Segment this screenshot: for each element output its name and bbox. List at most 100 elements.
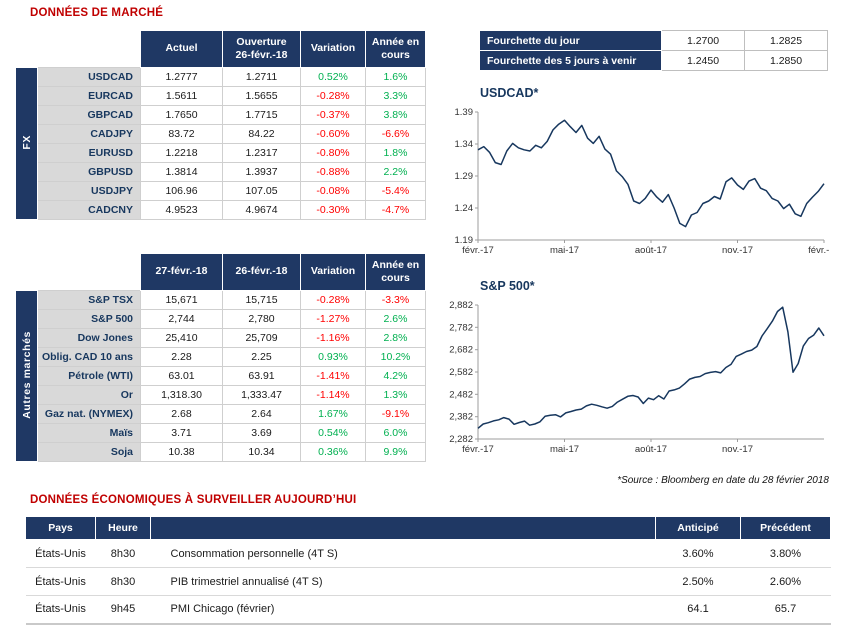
svg-text:nov.-17: nov.-17 [722, 444, 753, 455]
fx-table-body: FX USDCAD 1.2777 1.2711 0.52% 1.6% EURCAD 1.561… [15, 67, 426, 220]
cell-actual: 25,410 [140, 328, 223, 348]
row-label: CADCNY [37, 200, 141, 220]
cell-open: 1.2317 [222, 143, 301, 163]
cell-actual: 10.38 [140, 442, 223, 462]
market-row: Pétrole (WTI) 63.01 63.91 -1.41% 4.2% [16, 366, 426, 386]
cell-actual: 4.9523 [140, 200, 223, 220]
fx-header-open: Ouverture 26-févr.-18 [222, 30, 301, 68]
cell-actual: 2.28 [140, 347, 223, 367]
row-label: USDJPY [37, 181, 141, 201]
fx-table-header: Actuel Ouverture 26-févr.-18 Variation A… [16, 30, 426, 68]
cell-open: 1.2711 [222, 67, 301, 87]
econ-previous: 65.7 [740, 595, 831, 625]
cell-variation: 0.93% [300, 347, 366, 367]
econ-header-previous: Précédent [740, 516, 831, 540]
cell-actual: 63.01 [140, 366, 223, 386]
cell-actual: 1.3814 [140, 162, 223, 182]
markets-header-ytd: Année en cours [365, 253, 426, 291]
cell-ytd: 2.8% [365, 328, 426, 348]
econ-row: États-Unis 8h30 Consommation personnelle (… [25, 539, 831, 568]
cell-variation: -1.27% [300, 309, 366, 329]
cell-variation: 0.36% [300, 442, 366, 462]
range-row: Fourchette des 5 jours à venir 1.2450 1.28… [479, 50, 828, 71]
market-row: FX USDCAD 1.2777 1.2711 0.52% 1.6% [15, 67, 426, 220]
cell-ytd: 3.3% [365, 86, 426, 106]
econ-title: DONNÉES ÉCONOMIQUES À SURVEILLER AUJOURD… [30, 494, 357, 506]
market-row: Autres marchés S&P TSX 15,671 15,715 -0.28% -… [15, 290, 426, 462]
group-label: FX [20, 134, 33, 150]
cell-ytd: -9.1% [365, 404, 426, 424]
market-row: Soja 10.38 10.34 0.36% 9.9% [16, 442, 426, 462]
cell-open: 3.69 [222, 423, 301, 443]
series-line [477, 119, 825, 228]
cell-variation: -0.88% [300, 162, 366, 182]
market-row: USDJPY 106.96 107.05 -0.08% -5.4% [16, 181, 426, 201]
econ-table-body: États-Unis 8h30 Consommation personnelle (… [25, 539, 831, 625]
range-label: Fourchette des 5 jours à venir [479, 50, 662, 71]
cell-open: 1.7715 [222, 105, 301, 125]
cell-variation: -0.80% [300, 143, 366, 163]
markets-header-current: 27-févr.-18 [140, 253, 223, 291]
cell-open: 63.91 [222, 366, 301, 386]
market-row: Maïs 3.71 3.69 0.54% 6.0% [16, 423, 426, 443]
market-row: EURCAD 1.5611 1.5655 -0.28% 3.3% [16, 86, 426, 106]
svg-text:1.34: 1.34 [455, 139, 474, 150]
svg-text:2,682: 2,682 [449, 345, 473, 356]
svg-text:2,582: 2,582 [449, 367, 473, 378]
cell-open: 2.25 [222, 347, 301, 367]
econ-event: PMI Chicago (février) [150, 595, 656, 625]
row-label: S&P TSX [37, 290, 141, 310]
range-row: Fourchette du jour 1.2700 1.2825 [479, 30, 828, 51]
econ-header-time: Heure [95, 516, 151, 540]
row-label: Oblig. CAD 10 ans [37, 347, 141, 367]
svg-text:1.19: 1.19 [455, 235, 474, 246]
source-note: *Source : Bloomberg en date du 28 févrie… [617, 475, 829, 486]
econ-country: États-Unis [25, 595, 96, 625]
sp500-chart: 2,282 2,382 2,482 2,582 2,682 2,782 2,882 févr.… [449, 300, 825, 455]
cell-ytd: 9.9% [365, 442, 426, 462]
econ-row: États-Unis 8h30 PIB trimestriel annualisé … [25, 567, 831, 596]
markets-header-spacer [16, 254, 141, 291]
row-label: S&P 500 [37, 309, 141, 329]
cell-actual: 2.68 [140, 404, 223, 424]
range-low: 1.2450 [661, 50, 745, 71]
svg-text:août-17: août-17 [635, 245, 667, 256]
cell-variation: -0.28% [300, 290, 366, 310]
econ-expected: 2.50% [655, 567, 741, 596]
group-label-cell: FX [15, 67, 38, 220]
range-label: Fourchette du jour [479, 30, 662, 51]
range-high: 1.2850 [744, 50, 828, 71]
range-table-body: Fourchette du jour 1.2700 1.2825 Fourchette… [479, 30, 828, 71]
econ-previous: 3.80% [740, 539, 831, 568]
econ-time: 8h30 [95, 567, 151, 596]
cell-open: 10.34 [222, 442, 301, 462]
econ-header-expected: Anticipé [655, 516, 741, 540]
market-row: Or 1,318.30 1,333.47 -1.14% 1.3% [16, 385, 426, 405]
row-label: EURCAD [37, 86, 141, 106]
cell-open: 2.64 [222, 404, 301, 424]
range-low: 1.2700 [661, 30, 745, 51]
fx-header-spacer [16, 31, 141, 68]
row-label: Or [37, 385, 141, 405]
econ-table-header: Pays Heure Anticipé Précédent [25, 516, 831, 540]
cell-ytd: -3.3% [365, 290, 426, 310]
cell-open: 4.9674 [222, 200, 301, 220]
cell-open: 1.3937 [222, 162, 301, 182]
market-row: EURUSD 1.2218 1.2317 -0.80% 1.8% [16, 143, 426, 163]
cell-ytd: 1.6% [365, 67, 426, 87]
market-row: Gaz nat. (NYMEX) 2.68 2.64 1.67% -9.1% [16, 404, 426, 424]
cell-ytd: 1.3% [365, 385, 426, 405]
cell-variation: -0.30% [300, 200, 366, 220]
cell-actual: 15,671 [140, 290, 223, 310]
market-row: CADJPY 83.72 84.22 -0.60% -6.6% [16, 124, 426, 144]
fx-table: Actuel Ouverture 26-févr.-18 Variation A… [15, 30, 426, 220]
cell-variation: -0.37% [300, 105, 366, 125]
svg-text:févr.-18: févr.-18 [808, 245, 830, 256]
cell-ytd: -5.4% [365, 181, 426, 201]
markets-header-variation: Variation [300, 253, 366, 291]
cell-actual: 106.96 [140, 181, 223, 201]
cell-actual: 1.2218 [140, 143, 223, 163]
svg-text:2,382: 2,382 [449, 412, 473, 423]
cell-actual: 1.5611 [140, 86, 223, 106]
